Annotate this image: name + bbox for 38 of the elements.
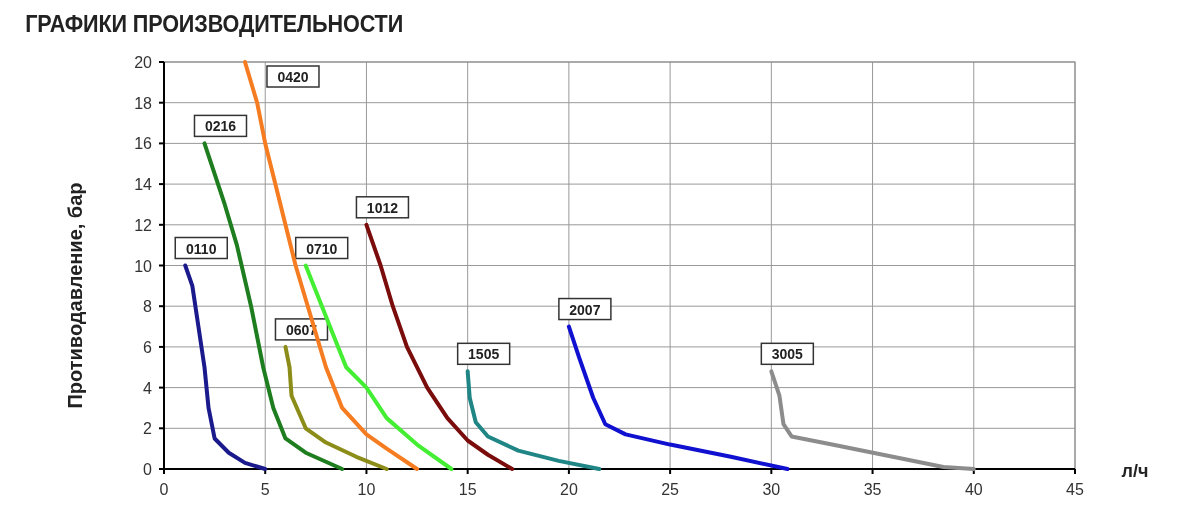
x-tick-label: 10: [357, 481, 376, 498]
y-tick-label: 20: [134, 54, 153, 71]
x-tick-label: 35: [863, 481, 882, 498]
series-label: 0420: [277, 69, 309, 85]
x-tick-label: 5: [260, 481, 270, 498]
x-tick-label: 45: [1066, 481, 1084, 498]
x-tick-label: 40: [964, 481, 983, 498]
series-label: 0216: [204, 118, 237, 135]
series-label: 3005: [771, 346, 804, 363]
series-label: 1012: [366, 199, 399, 216]
line-series: [183, 263, 268, 471]
x-tick-label: 20: [559, 481, 578, 498]
x-tick-label: 0: [159, 481, 169, 498]
y-tick-label: 2: [143, 420, 153, 438]
x-tick-label: 30: [762, 481, 781, 498]
series-label: 0110: [186, 240, 217, 257]
chart-title: ГРАФИКИ ПРОИЗВОДИТЕЛЬНОСТИ: [25, 9, 404, 38]
y-tick-label: 4: [143, 379, 153, 397]
x-axis-title: л/ч: [1121, 461, 1149, 481]
y-tick-label: 14: [134, 176, 153, 194]
y-axis-title: Противодавление, бар: [64, 182, 86, 409]
line-series: [242, 60, 420, 471]
series-label: 2007: [569, 301, 601, 318]
y-tick-label: 18: [134, 94, 153, 112]
y-tick-label: 16: [134, 135, 153, 153]
y-tick-label: 6: [143, 338, 153, 356]
x-tick-label: 25: [661, 481, 680, 498]
line-series: [465, 369, 602, 471]
x-tick-label: 15: [458, 481, 477, 498]
series-label: 0710: [306, 240, 338, 257]
y-tick-label: 10: [134, 257, 153, 275]
line-series: [364, 222, 515, 471]
series-label: 1505: [468, 346, 500, 363]
y-tick-label: 0: [143, 461, 153, 478]
y-tick-label: 8: [143, 298, 153, 316]
line-series: [769, 369, 976, 471]
line-series: [283, 344, 389, 471]
y-tick-label: 12: [134, 216, 153, 234]
